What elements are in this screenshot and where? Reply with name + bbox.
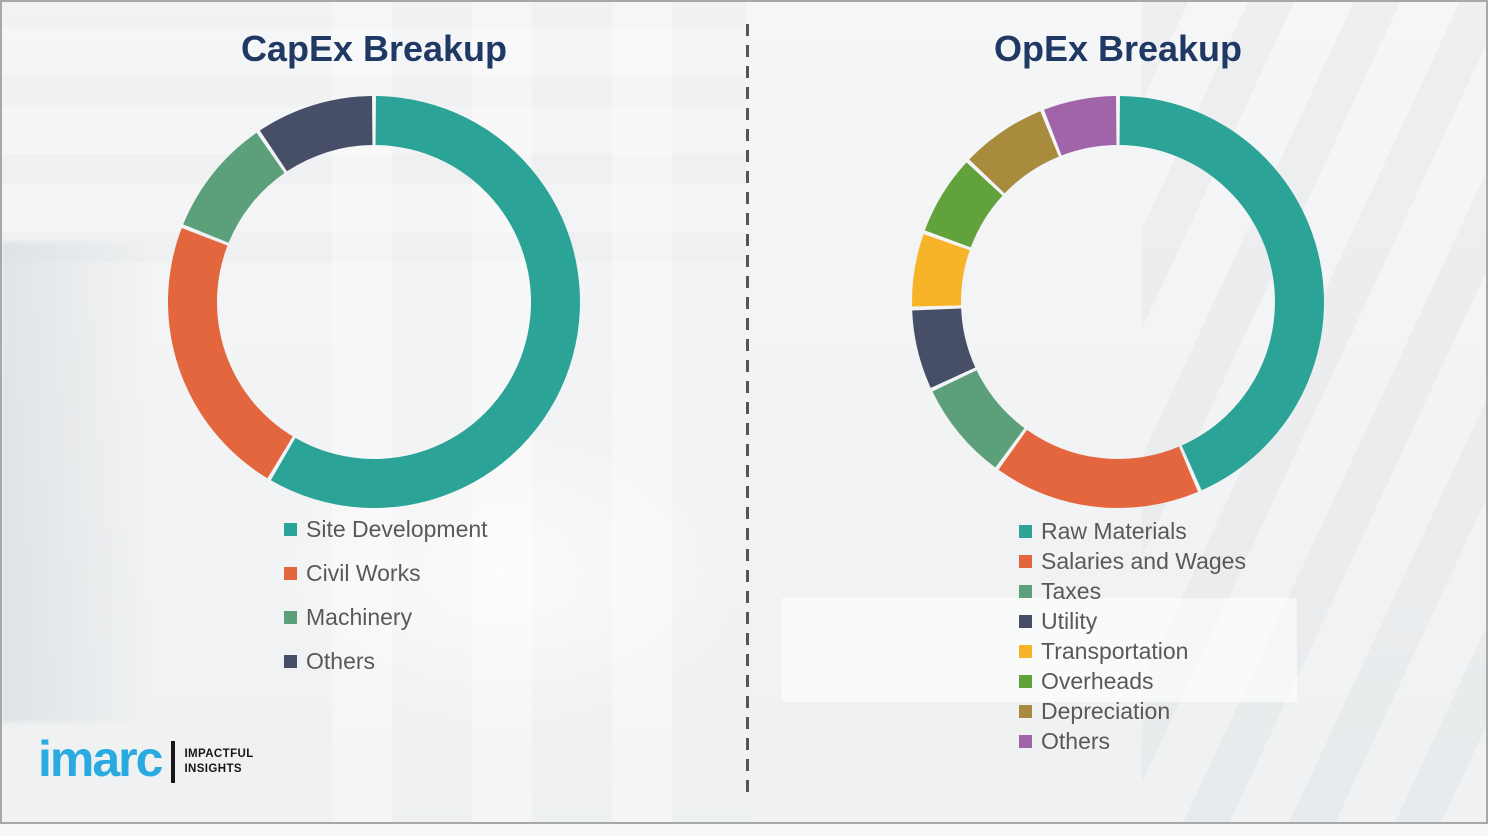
legend-item: Salaries and Wages [1019, 546, 1246, 576]
donut-segment-salaries-and-wages [998, 429, 1198, 508]
legend-swatch [284, 566, 297, 580]
legend-label: Depreciation [1041, 697, 1171, 724]
legend-item: Site Development [284, 514, 488, 544]
legend-label: Raw Materials [1041, 517, 1187, 544]
legend-label: Salaries and Wages [1041, 547, 1246, 574]
logo-tagline: IMPACTFUL INSIGHTS [184, 747, 253, 777]
legend-swatch [1019, 644, 1032, 658]
donut-segment-civil-works [168, 228, 293, 479]
legend-label: Others [1041, 727, 1111, 754]
legend-label: Overheads [1041, 667, 1154, 694]
capex-donut-chart [168, 96, 580, 509]
legend-item: Raw Materials [1019, 516, 1246, 546]
opex-chart-title: OpEx Breakup [993, 28, 1243, 69]
logo-tagline-line1: IMPACTFUL [184, 748, 254, 761]
legend-swatch [1019, 674, 1032, 688]
donut-segment-others [259, 96, 373, 172]
donut-segment-taxes [932, 370, 1025, 468]
legend-item: Machinery [284, 602, 488, 632]
legend-swatch [1019, 704, 1032, 718]
divider-dashed-line [746, 24, 749, 792]
donut-segment-site-development [270, 96, 580, 509]
donut-segment-machinery [183, 132, 285, 243]
legend-swatch [1019, 554, 1032, 568]
legend-label: Machinery [306, 603, 413, 630]
capex-legend: Site Development Civil Works Machinery Othe… [284, 514, 488, 690]
legend-item: Overheads [1019, 666, 1246, 696]
opex-panel: OpEx Breakup Raw Materials Salaries and W… [746, 2, 1486, 822]
legend-swatch [284, 522, 297, 536]
legend-item: Utility [1019, 606, 1246, 636]
donut-segment-depreciation [969, 111, 1059, 194]
legend-swatch [284, 654, 297, 668]
legend-item: Civil Works [284, 558, 488, 588]
legend-swatch [284, 610, 297, 624]
legend-swatch [1019, 734, 1032, 748]
legend-label: Transportation [1041, 637, 1189, 664]
legend-item: Depreciation [1019, 696, 1246, 726]
donut-segment-overheads [924, 162, 1003, 248]
opex-legend: Raw Materials Salaries and Wages Taxes Util… [1019, 516, 1246, 756]
donut-segment-transportation [912, 234, 970, 307]
donut-segment-utility [912, 308, 976, 388]
donut-segment-others [1044, 96, 1117, 156]
legend-label: Civil Works [306, 559, 421, 586]
donut-segment-raw-materials [1119, 96, 1324, 491]
opex-donut-chart [912, 96, 1324, 508]
legend-item: Others [284, 646, 488, 676]
legend-swatch [1019, 584, 1032, 598]
logo-tagline-line2: INSIGHTS [184, 763, 242, 775]
legend-item: Taxes [1019, 576, 1246, 606]
legend-swatch [1019, 614, 1032, 628]
legend-label: Site Development [306, 515, 488, 542]
legend-item: Others [1019, 726, 1246, 756]
legend-label: Taxes [1041, 577, 1102, 604]
legend-swatch [1019, 524, 1032, 538]
logo-divider-bar [171, 741, 176, 783]
legend-label: Others [306, 647, 376, 674]
capex-chart-title: CapEx Breakup [240, 28, 508, 69]
legend-item: Transportation [1019, 636, 1246, 666]
capex-panel: CapEx Breakup Site Development Civil Work… [2, 2, 746, 822]
imarc-logo: imarc IMPACTFUL INSIGHTS [38, 734, 254, 784]
legend-label: Utility [1041, 607, 1098, 634]
imarc-logo-text: imarc [38, 731, 163, 787]
